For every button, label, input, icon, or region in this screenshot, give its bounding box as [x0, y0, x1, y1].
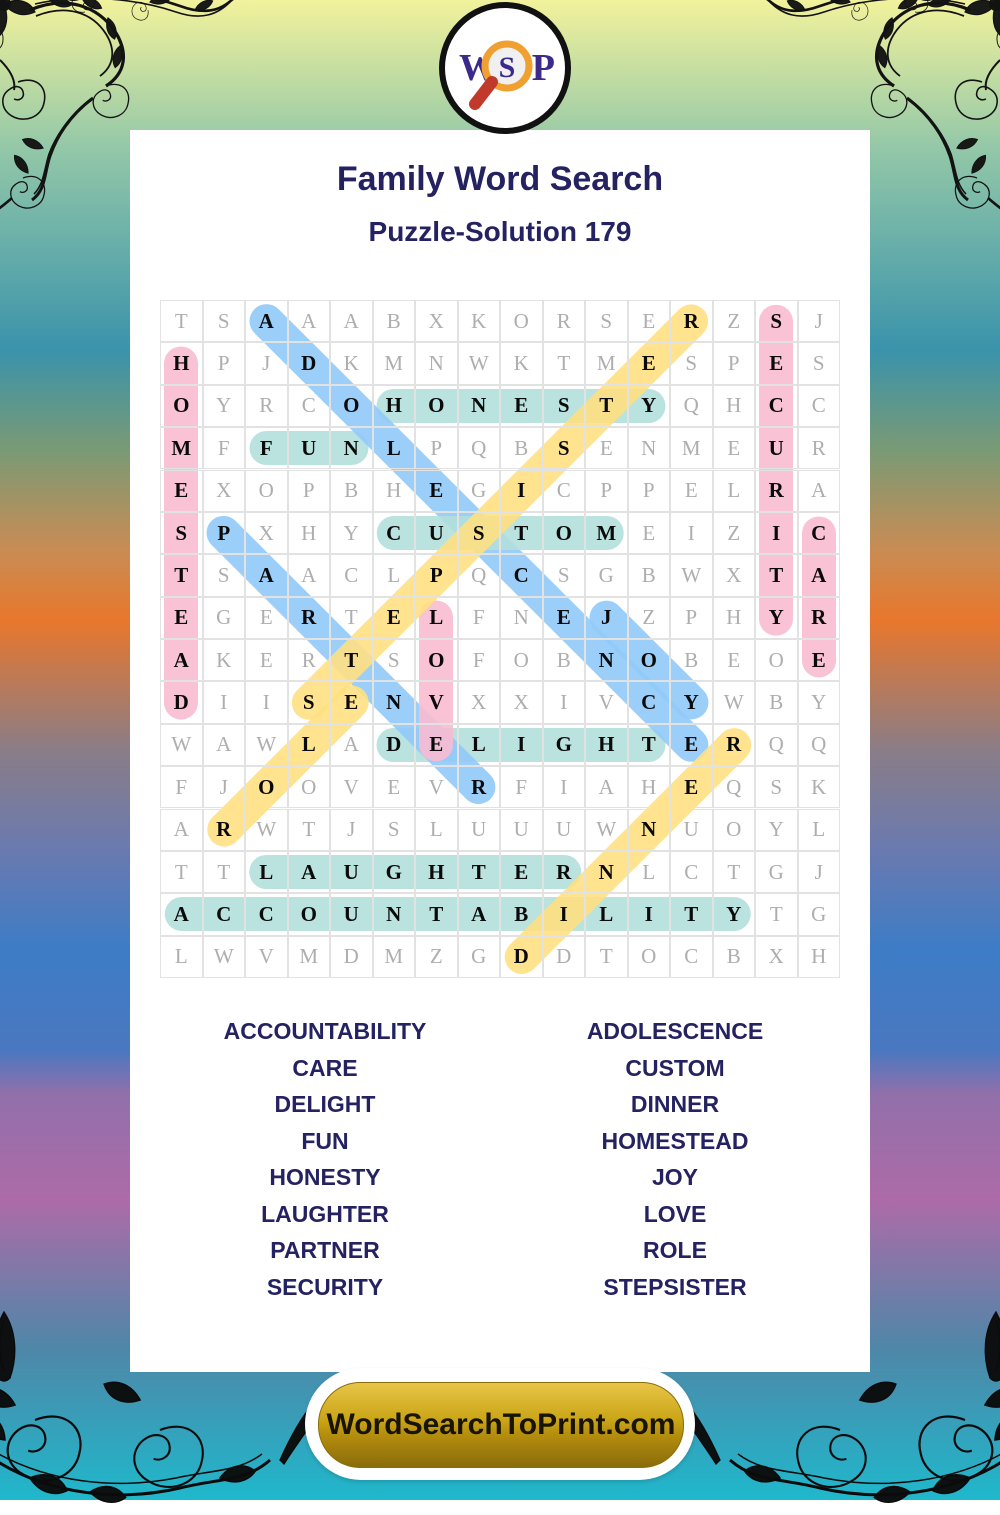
svg-text:S: S: [499, 51, 516, 84]
